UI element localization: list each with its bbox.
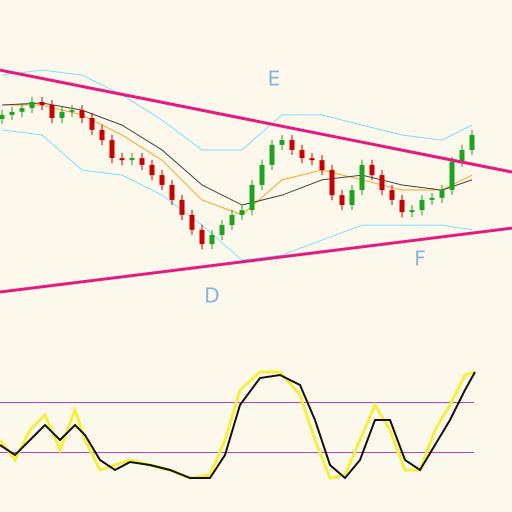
candle-body (469, 134, 475, 150)
candle-body (239, 210, 245, 215)
candle-body (289, 140, 295, 150)
candle-body (99, 129, 105, 141)
candle-body (359, 164, 365, 191)
candle-body (109, 140, 115, 159)
candle-body (0, 114, 5, 119)
candle-body (159, 175, 165, 185)
candle-body (149, 164, 155, 176)
trend-line (0, 226, 512, 294)
candle-body (189, 214, 195, 230)
candle-body (59, 111, 65, 118)
candle-body (179, 199, 185, 215)
candle-body (459, 149, 465, 162)
candle-body (419, 199, 425, 211)
candle-body (199, 229, 205, 245)
indicator-line (1, 69, 473, 151)
candle-body (309, 158, 315, 161)
candle-body (269, 144, 275, 165)
candle-body (439, 190, 445, 198)
candle-body (129, 158, 135, 161)
candle-body (449, 161, 455, 191)
oscillator-panel (0, 370, 476, 480)
candle-body (409, 210, 415, 213)
candle-body (119, 158, 125, 161)
wave-label: D (204, 284, 219, 308)
price-panel (0, 68, 512, 294)
candle-body (399, 199, 405, 213)
candle-body (69, 110, 75, 112)
oscillator-line (0, 371, 476, 480)
candle-body (49, 105, 55, 118)
candle-body (259, 164, 265, 185)
trend-line (0, 68, 512, 174)
candle-body (339, 195, 345, 206)
candle-body (299, 149, 305, 159)
candle-body (319, 160, 325, 170)
oscillator-line (0, 370, 476, 480)
candle-body (39, 102, 45, 106)
candle-body (169, 184, 175, 200)
candle-body (349, 190, 355, 206)
candle-body (89, 117, 95, 130)
candle-body (329, 170, 335, 196)
candle-body (369, 164, 375, 176)
indicator-line (1, 129, 473, 261)
candle-body (429, 197, 435, 200)
candle-body (209, 234, 215, 245)
candle-body (279, 140, 285, 145)
candle-body (249, 184, 255, 211)
candle-body (139, 158, 145, 165)
wave-label: E (268, 67, 281, 91)
candle-body (19, 108, 25, 112)
candle-body (79, 110, 85, 118)
candle-body (379, 175, 385, 191)
candle-body (229, 214, 235, 226)
candle-body (389, 190, 395, 200)
candle-body (219, 225, 225, 235)
candle-body (29, 102, 35, 109)
candle-body (9, 111, 15, 115)
wave-label: F (414, 247, 426, 271)
